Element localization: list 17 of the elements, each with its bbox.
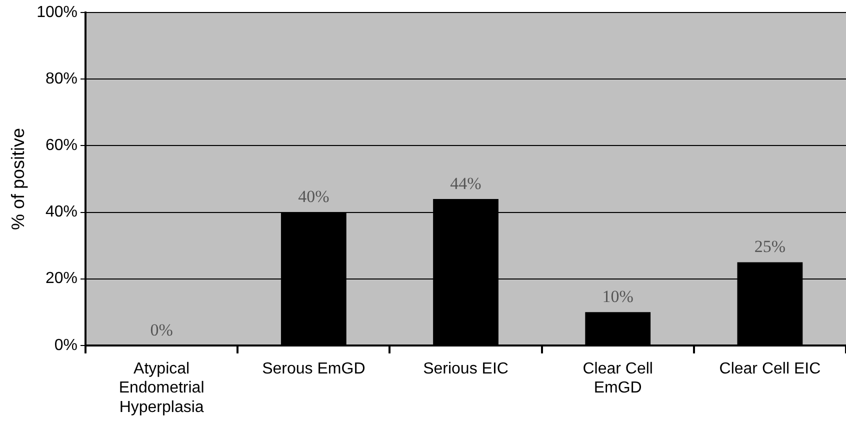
x-tick-label: Atypical Endometrial Hyperplasia	[118, 360, 204, 416]
x-tick-label: Serous EmGD	[262, 360, 366, 378]
data-label: 25%	[754, 237, 786, 256]
y-tick-label: 0%	[54, 336, 78, 354]
data-label: 10%	[602, 287, 634, 306]
y-tick-label: 40%	[45, 204, 78, 221]
x-tick-label: Serious EIC	[423, 360, 508, 378]
x-tick-label: Clear Cell EmGD	[582, 360, 653, 397]
y-axis-title: % of positive	[8, 128, 28, 230]
y-tick-label: 100%	[36, 4, 78, 22]
data-label: 0%	[150, 320, 173, 340]
y-tick-label: 20%	[45, 270, 78, 288]
data-label: 40%	[298, 187, 330, 206]
y-tick-label: 80%	[45, 70, 78, 88]
data-label: 44%	[450, 174, 482, 193]
x-tick-label: Clear Cell EIC	[719, 360, 821, 378]
y-tick-label: 60%	[45, 137, 78, 154]
